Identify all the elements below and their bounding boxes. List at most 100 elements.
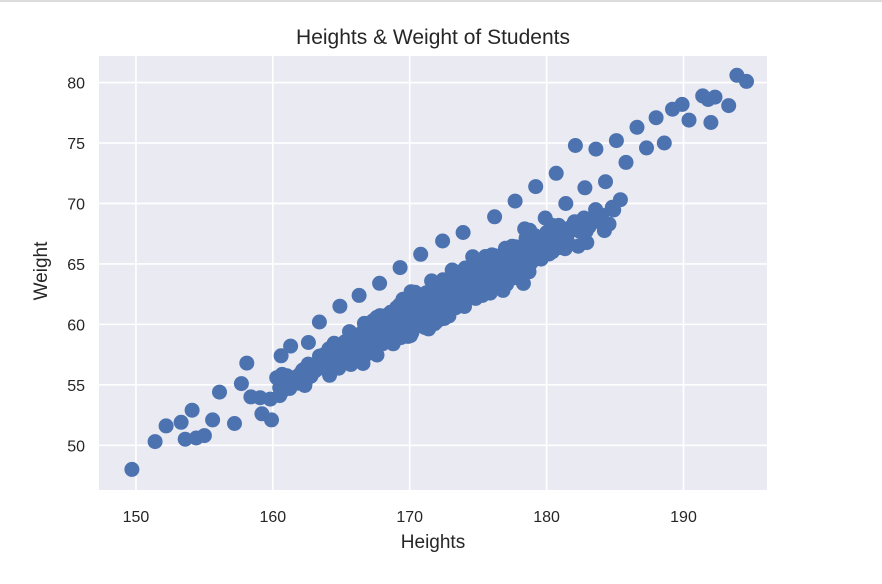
scatter-point (272, 388, 288, 404)
scatter-point (604, 199, 620, 215)
scatter-point (477, 274, 493, 290)
scatter-point (408, 302, 424, 318)
x-tick-label: 180 (533, 509, 560, 526)
scatter-point (518, 243, 534, 259)
y-tick-label: 65 (67, 257, 85, 274)
scatter-point (498, 240, 513, 256)
scatter-point (430, 303, 446, 319)
scatter-point (355, 356, 371, 371)
scatter-point (239, 355, 255, 371)
scatter-point (351, 287, 367, 303)
scatter-point (557, 226, 573, 241)
scatter-point (474, 287, 490, 303)
tick-labels: 150 160 170 180 190 50 55 60 65 70 75 80 (67, 76, 697, 526)
scatter-point (264, 412, 279, 428)
scatter-point (124, 461, 140, 477)
scatter-point (579, 235, 595, 251)
scatter-point (507, 193, 523, 209)
scatter-point (212, 384, 227, 400)
scatter-point (321, 348, 337, 364)
x-tick-label: 150 (123, 509, 150, 526)
scatter-point (233, 376, 249, 392)
scatter-point (273, 348, 289, 364)
scatter-point (243, 389, 259, 405)
scatter-point (629, 119, 645, 135)
scatter-point (588, 202, 604, 218)
y-tick-label: 75 (67, 136, 85, 153)
scatter-point (487, 209, 503, 225)
scatter-point (375, 336, 390, 352)
scatter-point (681, 112, 697, 128)
scatter-point (739, 73, 754, 89)
scatter-point (567, 138, 583, 153)
scatter-point (177, 431, 193, 447)
scatter-point (196, 428, 212, 444)
scatter-point (577, 180, 593, 196)
x-tick-label: 170 (396, 509, 423, 526)
scatter-point (451, 281, 467, 297)
scatter-point (517, 221, 533, 237)
scatter-point (639, 140, 654, 156)
y-axis-label: Weight (31, 241, 52, 301)
scatter-point (455, 225, 471, 240)
x-axis-label: Heights (401, 532, 465, 553)
scatter-point (703, 115, 719, 130)
top-divider (0, 0, 882, 2)
chart-title: Heights & Weight of Students (296, 26, 570, 49)
scatter-point (403, 284, 419, 300)
scatter-point (598, 174, 613, 190)
scatter-point (372, 275, 388, 291)
scatter-point (413, 246, 429, 262)
scatter-point (396, 316, 412, 332)
scatter-point (184, 402, 200, 418)
scatter-point (588, 141, 604, 157)
scatter-point (618, 154, 634, 170)
scatter-point (362, 320, 378, 336)
y-tick-label: 60 (67, 317, 85, 334)
scatter-point (158, 418, 174, 434)
scatter-point (656, 135, 672, 151)
scatter-point (435, 233, 451, 249)
plot-area (99, 56, 767, 490)
scatter-point (558, 196, 574, 211)
scatter-point (537, 210, 553, 226)
scatter-point (383, 304, 399, 320)
scatter-point (497, 267, 513, 283)
scatter-point (147, 434, 163, 450)
scatter-point (721, 98, 737, 114)
scatter-point (601, 216, 617, 232)
scatter-point (648, 110, 664, 126)
scatter-point (300, 335, 316, 350)
scatter-point (533, 251, 549, 267)
x-tick-label: 160 (259, 509, 286, 526)
scatter-point (548, 165, 564, 181)
scatter-point (311, 314, 327, 330)
scatter-point (362, 342, 378, 358)
scatter-point (462, 274, 478, 290)
scatter-point (674, 96, 690, 112)
y-tick-label: 80 (67, 76, 85, 93)
scatter-point (707, 89, 723, 105)
scatter-point (227, 416, 242, 431)
scatter-point (455, 293, 471, 309)
scatter-point (332, 298, 348, 314)
scatter-point (417, 320, 433, 336)
data-points (124, 67, 754, 477)
scatter-point (465, 249, 481, 265)
scatter-point (205, 412, 221, 428)
scatter-point (342, 324, 357, 340)
scatter-point (283, 338, 299, 354)
y-tick-label: 55 (67, 378, 85, 395)
y-tick-label: 70 (67, 196, 85, 213)
scatter-point (392, 260, 408, 276)
scatter-point (528, 179, 544, 195)
scatter-point (292, 366, 308, 382)
scatter-point (424, 273, 440, 289)
y-tick-label: 50 (67, 438, 85, 455)
scatter-point (539, 239, 555, 255)
scatter-point (608, 133, 624, 149)
scatter-point (433, 288, 449, 304)
scatter-point (444, 262, 460, 278)
